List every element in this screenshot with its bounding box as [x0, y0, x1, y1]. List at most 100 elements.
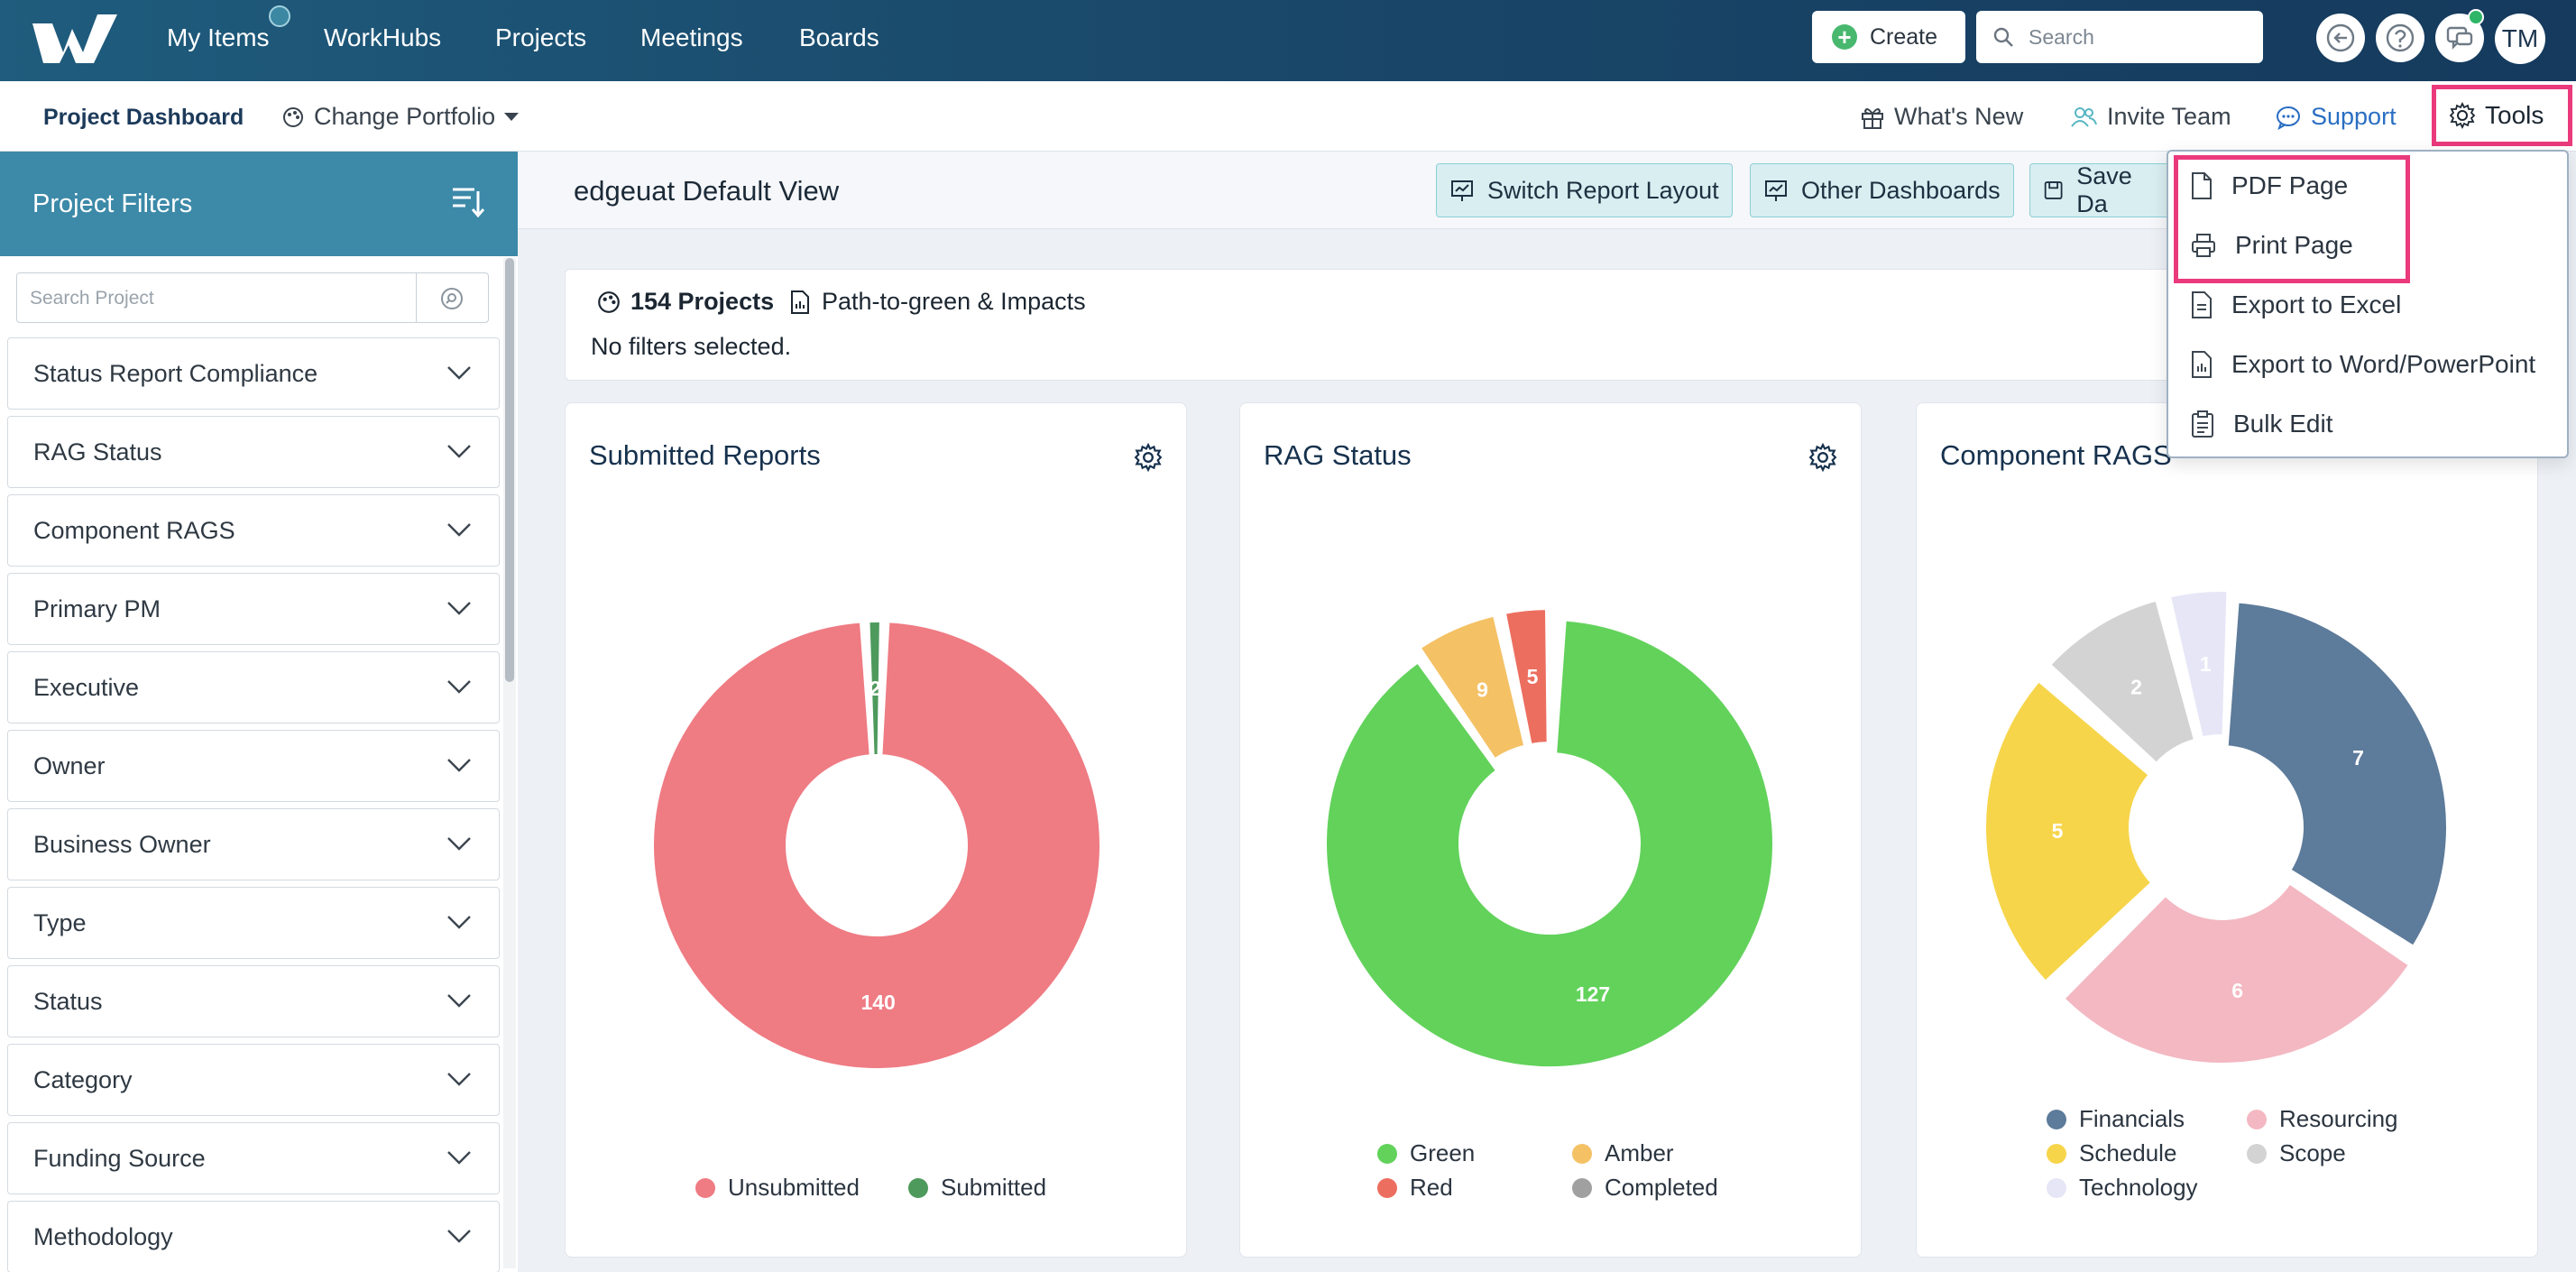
- menu-item-export-excel[interactable]: Export to Excel: [2190, 290, 2401, 319]
- save-dashboard-button[interactable]: Save Da: [2029, 162, 2174, 217]
- report-icon: [791, 290, 809, 314]
- legend-item[interactable]: Scope: [2247, 1139, 2346, 1167]
- dashboard-subbar: Project Dashboard Change Portfolio What'…: [0, 81, 2576, 152]
- filter-label: Type: [33, 908, 87, 936]
- nav-boards[interactable]: Boards: [799, 23, 879, 51]
- global-search-input[interactable]: Search: [1976, 11, 2263, 63]
- donut-slice-unsubmitted[interactable]: [652, 621, 1101, 1070]
- donut-slice-schedule[interactable]: [1984, 680, 2153, 982]
- legend-label: Completed: [1605, 1174, 1718, 1201]
- donut-slice-technology[interactable]: [2168, 590, 2229, 739]
- legend-label: Financials: [2079, 1105, 2185, 1132]
- filter-executive[interactable]: Executive: [7, 651, 500, 724]
- menu-item-export-word-powerpoint[interactable]: Export to Word/PowerPoint: [2190, 350, 2535, 379]
- exit-icon: [2326, 23, 2355, 52]
- chat-button[interactable]: [2435, 14, 2484, 62]
- exit-button[interactable]: [2316, 14, 2365, 62]
- legend-item[interactable]: Technology: [2047, 1174, 2198, 1202]
- legend-item[interactable]: Amber: [1572, 1139, 1674, 1167]
- user-avatar[interactable]: TM: [2495, 14, 2545, 64]
- support-button[interactable]: Support: [2275, 103, 2397, 131]
- legend-item[interactable]: Schedule: [2047, 1139, 2176, 1167]
- legend-label: Amber: [1605, 1139, 1674, 1166]
- project-count[interactable]: 154 Projects: [596, 288, 774, 316]
- legend-item[interactable]: Unsubmitted: [695, 1174, 860, 1202]
- path-to-green-link[interactable]: Path-to-green & Impacts: [789, 288, 1086, 316]
- donut-slice-amber[interactable]: [1419, 614, 1526, 760]
- filter-label: RAG Status: [33, 438, 162, 465]
- legend-item[interactable]: Resourcing: [2247, 1105, 2398, 1133]
- filter-methodology[interactable]: Methodology: [7, 1201, 500, 1272]
- donut-data-label: 2: [2130, 675, 2142, 698]
- legend-item[interactable]: Green: [1377, 1139, 1475, 1167]
- menu-item-pdf-page[interactable]: PDF Page: [2190, 171, 2348, 200]
- donut-slice-resourcing[interactable]: [2063, 882, 2411, 1065]
- donut-data-label: 127: [1576, 982, 1610, 1006]
- help-button[interactable]: [2376, 14, 2424, 62]
- filter-component-rags[interactable]: Component RAGS: [7, 494, 500, 567]
- card-title: Submitted Reports: [589, 439, 821, 471]
- create-button[interactable]: + Create: [1812, 11, 1965, 63]
- rag-status-card: 127 9 5 1 RAG Status Green Amber Red Comple…: [1239, 402, 1862, 1258]
- card-title: RAG Status: [1264, 439, 1412, 471]
- filter-primary-pm[interactable]: Primary PM: [7, 573, 500, 645]
- search-icon[interactable]: [439, 286, 465, 311]
- legend-item[interactable]: Completed: [1572, 1174, 1718, 1202]
- donut-slice-scope[interactable]: [2048, 599, 2196, 764]
- logo-icon[interactable]: [31, 11, 121, 67]
- donut-slice-green[interactable]: [1325, 619, 1774, 1068]
- change-portfolio-button[interactable]: Change Portfolio: [281, 103, 520, 131]
- gear-icon[interactable]: [1808, 443, 1837, 472]
- donut-slice-financials[interactable]: [2226, 601, 2448, 947]
- chevron-down-icon: [447, 916, 471, 929]
- switch-report-layout-button[interactable]: Switch Report Layout: [1436, 163, 1733, 217]
- page-title[interactable]: Project Dashboard: [43, 105, 244, 130]
- filter-type[interactable]: Type: [7, 887, 500, 959]
- project-search-input[interactable]: Search Project: [16, 272, 489, 323]
- menu-item-label: Export to Excel: [2231, 290, 2402, 318]
- legend-item[interactable]: Financials: [2047, 1105, 2185, 1133]
- donut-slice-red[interactable]: [1504, 608, 1549, 746]
- donut-slice-submitted[interactable]: [868, 621, 881, 757]
- filter-label: Owner: [33, 751, 106, 779]
- menu-item-print-page[interactable]: Print Page: [2190, 231, 2353, 260]
- donut-slice-completed[interactable]: [1551, 608, 1559, 744]
- invite-team-button[interactable]: Invite Team: [2069, 103, 2231, 131]
- filter-status-report-compliance[interactable]: Status Report Compliance: [7, 337, 500, 410]
- whats-new-button[interactable]: What's New: [1860, 103, 2023, 131]
- chevron-down-icon: [447, 759, 471, 772]
- legend-item[interactable]: Submitted: [908, 1174, 1046, 1202]
- printer-icon: [2192, 234, 2215, 257]
- legend-swatch: [2247, 1109, 2267, 1129]
- plus-icon: +: [1832, 24, 1857, 50]
- nav-meetings[interactable]: Meetings: [640, 23, 743, 51]
- change-portfolio-label: Change Portfolio: [314, 103, 496, 130]
- chevron-down-icon: [447, 1230, 471, 1243]
- legend-label: Schedule: [2079, 1139, 2177, 1166]
- create-label: Create: [1870, 23, 1938, 50]
- tools-button[interactable]: Tools: [2432, 85, 2572, 146]
- nav-workhubs[interactable]: WorkHubs: [324, 23, 442, 51]
- donut-data-label: 5: [1527, 665, 1539, 688]
- filter-category[interactable]: Category: [7, 1044, 500, 1116]
- filter-status[interactable]: Status: [7, 965, 500, 1037]
- sort-icon[interactable]: [451, 186, 485, 218]
- save-icon: [2044, 181, 2063, 199]
- filter-owner[interactable]: Owner: [7, 730, 500, 802]
- filter-funding-source[interactable]: Funding Source: [7, 1122, 500, 1194]
- top-navigation-bar: My Items WorkHubs Projects Meetings Boar…: [0, 0, 2576, 81]
- filter-business-owner[interactable]: Business Owner: [7, 808, 500, 880]
- donut-data-label: 1: [1549, 664, 1560, 687]
- filter-label: Methodology: [33, 1222, 173, 1250]
- chevron-down-icon: [447, 366, 471, 380]
- nav-projects[interactable]: Projects: [495, 23, 587, 51]
- gear-icon[interactable]: [1134, 443, 1163, 472]
- nav-my-items[interactable]: My Items: [167, 23, 270, 51]
- support-label: Support: [2311, 103, 2397, 130]
- other-dashboards-button[interactable]: Other Dashboards: [1750, 163, 2014, 217]
- filter-rag-status[interactable]: RAG Status: [7, 416, 500, 488]
- sidebar-scrollbar[interactable]: [505, 258, 514, 682]
- menu-item-bulk-edit[interactable]: Bulk Edit: [2190, 410, 2333, 438]
- donut-data-label: 5: [2052, 819, 2064, 843]
- legend-item[interactable]: Red: [1377, 1174, 1453, 1202]
